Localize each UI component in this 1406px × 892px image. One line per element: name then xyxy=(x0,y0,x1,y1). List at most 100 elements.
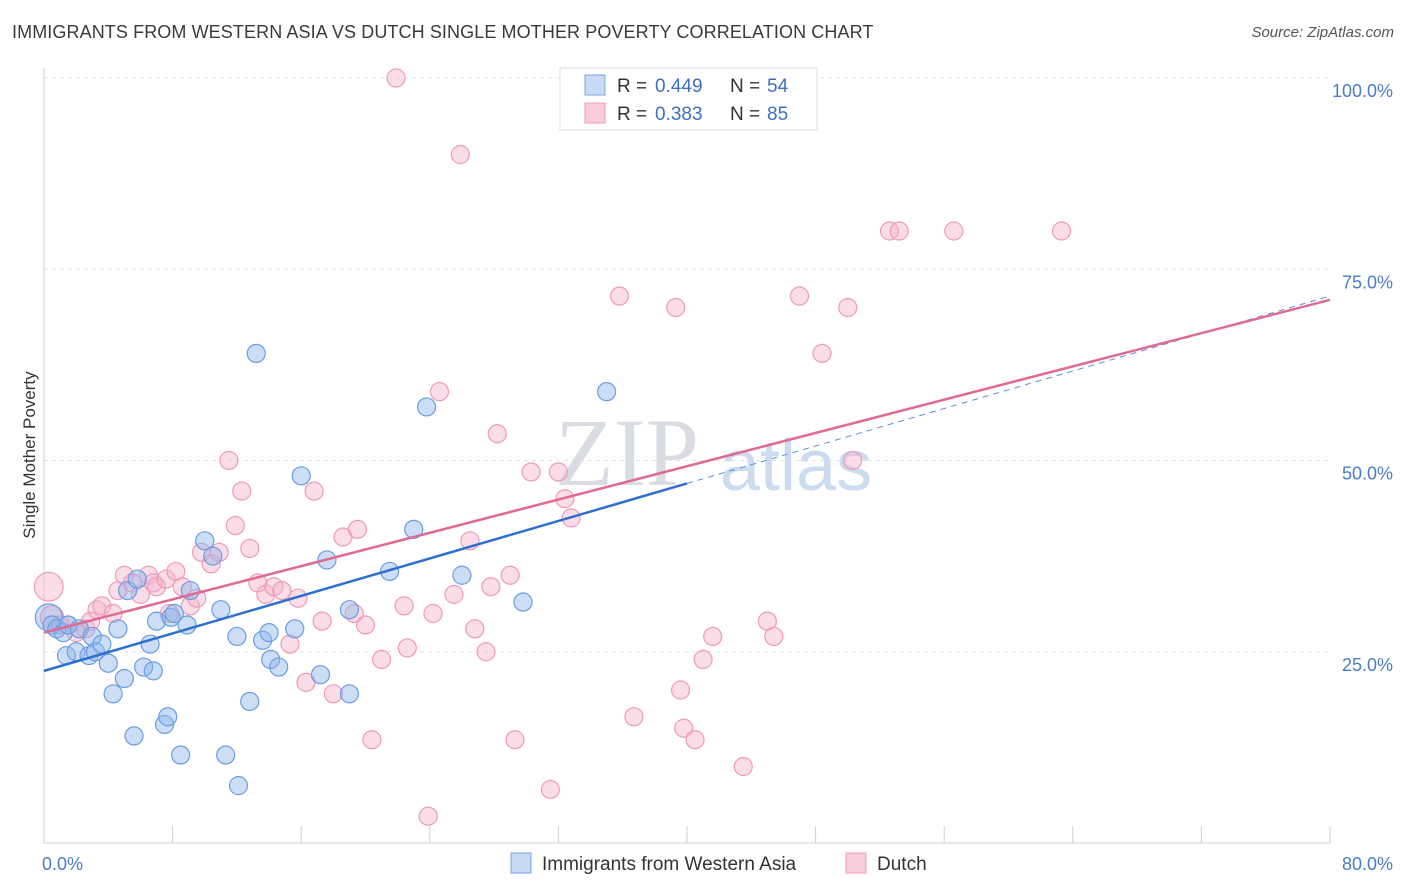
dutch-point-58 xyxy=(487,424,507,444)
legend-swatch-western-asia xyxy=(584,74,606,96)
dutch-point-0 xyxy=(33,571,64,602)
series-legend: Immigrants from Western Asia Dutch xyxy=(510,852,927,875)
dutch-points xyxy=(33,68,1072,826)
western-asia-point-43 xyxy=(291,466,311,486)
dutch-point-24 xyxy=(201,554,221,574)
dutch-point-26 xyxy=(219,450,239,471)
legend-label-western-asia: Immigrants from Western Asia xyxy=(542,854,797,875)
western-asia-trend-line xyxy=(43,482,688,673)
western-asia-point-44 xyxy=(310,665,331,685)
dutch-point-16 xyxy=(146,577,167,597)
dutch-point-56 xyxy=(476,642,496,662)
bottom-swatch-western-asia xyxy=(510,852,532,874)
dutch-point-48 xyxy=(397,638,417,658)
dutch-point-82 xyxy=(879,221,900,241)
source-credit: Source: ZipAtlas.com xyxy=(1251,24,1394,41)
legend-n-label-western-asia: N = xyxy=(730,76,760,97)
western-asia-point-38 xyxy=(253,630,273,650)
dutch-point-57 xyxy=(481,577,501,597)
dutch-point-52 xyxy=(444,584,464,604)
western-asia-point-24 xyxy=(158,707,178,727)
western-asia-point-22 xyxy=(146,611,167,631)
western-asia-point-27 xyxy=(171,745,191,765)
legend-n-value-dutch: 85 xyxy=(767,104,788,125)
western-asia-point-37 xyxy=(246,343,266,363)
dutch-point-80 xyxy=(838,297,858,318)
dutch-point-28 xyxy=(232,481,252,501)
western-asia-point-53 xyxy=(597,382,617,402)
western-asia-point-51 xyxy=(452,565,472,585)
legend-r-value-dutch: 0.383 xyxy=(655,104,703,125)
dutch-point-85 xyxy=(1051,221,1072,241)
western-asia-point-35 xyxy=(228,776,249,796)
axes xyxy=(43,68,1331,844)
legend-r-label-dutch: R = xyxy=(617,104,647,125)
western-asia-point-42 xyxy=(285,619,305,639)
western-asia-point-32 xyxy=(211,600,231,620)
western-asia-point-9 xyxy=(82,626,102,647)
dutch-point-8 xyxy=(92,596,112,616)
dutch-point-72 xyxy=(685,730,705,750)
legend-r-value-western-asia: 0.449 xyxy=(655,76,703,97)
legend-label-dutch: Dutch xyxy=(877,854,927,875)
dutch-point-44 xyxy=(362,730,382,750)
dutch-point-70 xyxy=(670,680,691,700)
dutch-point-77 xyxy=(764,626,784,647)
western-asia-point-11 xyxy=(92,634,112,654)
gridlines xyxy=(44,77,1330,653)
dutch-point-78 xyxy=(789,286,810,306)
western-asia-point-40 xyxy=(261,649,281,670)
dutch-point-38 xyxy=(312,611,332,631)
western-asia-point-15 xyxy=(114,668,134,689)
dutch-point-71 xyxy=(674,718,694,738)
dutch-point-39 xyxy=(323,684,343,704)
dutch-point-31 xyxy=(256,584,276,604)
dutch-point-29 xyxy=(240,538,260,559)
dutch-point-79 xyxy=(812,343,832,363)
legend-r-label-western-asia: R = xyxy=(617,76,647,97)
western-asia-point-31 xyxy=(203,546,223,566)
dutch-point-50 xyxy=(423,603,443,624)
western-asia-point-14 xyxy=(108,619,128,639)
y-axis-label: Single Mother Poverty xyxy=(20,371,39,539)
dutch-point-59 xyxy=(500,565,520,585)
dutch-point-43 xyxy=(355,615,376,635)
western-asia-point-34 xyxy=(227,626,247,647)
dutch-point-51 xyxy=(429,382,450,402)
dutch-point-13 xyxy=(130,584,151,604)
western-asia-point-46 xyxy=(339,600,360,620)
dutch-point-11 xyxy=(114,565,134,585)
dutch-point-74 xyxy=(703,626,723,647)
trend-lines xyxy=(43,295,1331,673)
dutch-point-69 xyxy=(666,297,686,318)
western-asia-point-36 xyxy=(240,691,260,712)
dutch-point-46 xyxy=(386,68,406,88)
x-tick-label-min: 0.0% xyxy=(42,854,83,874)
dutch-point-34 xyxy=(280,634,300,654)
dutch-point-53 xyxy=(450,144,470,165)
dutch-point-17 xyxy=(156,569,176,589)
dutch-point-42 xyxy=(347,519,368,539)
western-asia-point-13 xyxy=(103,684,123,704)
western-asia-point-50 xyxy=(416,397,437,417)
chart-title: IMMIGRANTS FROM WESTERN ASIA VS DUTCH SI… xyxy=(12,22,874,42)
western-asia-point-52 xyxy=(513,592,533,612)
western-asia-point-41 xyxy=(269,657,289,677)
western-asia-point-17 xyxy=(124,726,144,746)
legend-n-label-dutch: N = xyxy=(730,104,760,125)
dutch-point-61 xyxy=(521,462,541,482)
legend-swatch-dutch xyxy=(584,102,606,124)
dutch-point-47 xyxy=(394,596,414,616)
stats-legend: R = 0.449 N = 54 R = 0.383 N = 85 xyxy=(559,67,818,131)
x-tick-label-max: 80.0% xyxy=(1342,854,1393,874)
watermark-zip: ZIP xyxy=(555,399,699,506)
western-asia-point-39 xyxy=(259,623,279,643)
dutch-point-62 xyxy=(540,779,560,800)
western-asia-point-26 xyxy=(164,603,184,624)
western-asia-point-30 xyxy=(195,531,215,551)
bottom-swatch-dutch xyxy=(845,852,867,874)
x-tick-labels: 0.0% 80.0% xyxy=(42,854,1393,874)
dutch-point-81 xyxy=(842,450,863,471)
y-tick-label-2: 75.0% xyxy=(1342,272,1393,292)
